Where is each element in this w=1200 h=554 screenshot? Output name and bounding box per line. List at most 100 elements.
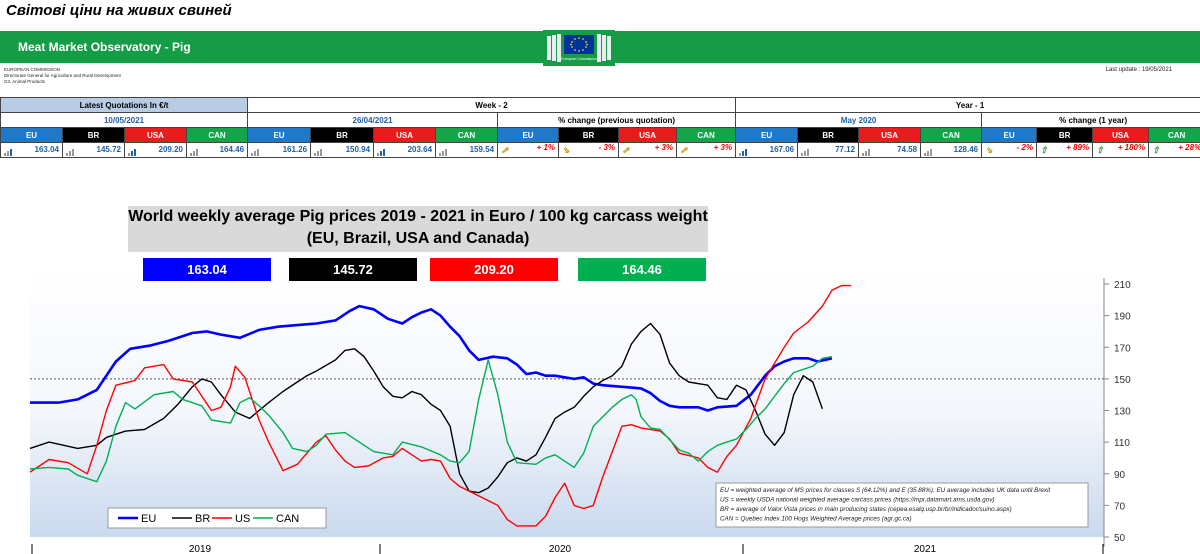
- week2-value-eu: 161.26: [247, 142, 312, 158]
- y-tick-label: 190: [1114, 312, 1131, 323]
- legend-label-eu: EU: [141, 513, 156, 525]
- year1-date: May 2020: [735, 112, 983, 128]
- series-line-br: [29, 322, 824, 494]
- country-can: CAN: [185, 127, 249, 143]
- country-eu: EU: [981, 127, 1038, 143]
- arrow-down-right-icon: ⇘: [562, 145, 570, 155]
- european-commission-logo: European Commission: [543, 30, 615, 66]
- footnote-line: BR = average of Valor Vista prices in ma…: [720, 506, 1012, 513]
- x-year-label: 2019: [189, 544, 212, 554]
- country-br: BR: [62, 127, 125, 143]
- country-can: CAN: [435, 127, 499, 143]
- series-line-can: [29, 356, 833, 483]
- latest-value-usa: 209.20: [124, 142, 187, 158]
- pct-year-usa: ⇧ + 180%: [1092, 142, 1150, 158]
- country-br: BR: [797, 127, 860, 143]
- week2-value-br: 150.94: [310, 142, 375, 158]
- country-eu: EU: [735, 127, 799, 143]
- latest-header: Latest Quotations In €/t: [0, 97, 249, 113]
- y-tick-label: 50: [1114, 533, 1126, 544]
- week2-value-usa: 203.64: [373, 142, 437, 158]
- x-year-label: 2020: [549, 544, 572, 554]
- week2-value-can: 159.54: [435, 142, 499, 158]
- latest-usa-box: 209.20: [430, 258, 558, 281]
- page-heading: Світові ціни на живих свиней: [6, 2, 232, 19]
- country-usa: USA: [373, 127, 437, 143]
- latest-value-eu: 163.04: [0, 142, 63, 158]
- y-tick-label: 210: [1114, 280, 1131, 291]
- year1-header: Year - 1: [735, 97, 1200, 113]
- y-tick-label: 70: [1114, 501, 1126, 512]
- bar-mini-icon: [251, 148, 260, 156]
- bar-mini-icon: [924, 148, 933, 156]
- latest-eu-box: 163.04: [143, 258, 271, 281]
- y-axis: 50 70 90 110 130 150 170 190 210: [1103, 278, 1131, 547]
- footnote-line: CAN = Quebec Index 100 Hogs Weighted Ave…: [720, 516, 912, 523]
- pct-year-can: ⇧ + 28%: [1148, 142, 1200, 158]
- bar-mini-icon: [66, 148, 74, 156]
- footnote-line: US = weekly USDA national weighted avera…: [720, 497, 994, 504]
- country-usa: USA: [858, 127, 922, 143]
- chart-legend: EU BR US CAN: [107, 507, 327, 529]
- arrow-up-icon: ⇧: [1040, 145, 1048, 155]
- pct-year-eu: ⇘ - 2%: [981, 142, 1038, 158]
- country-br: BR: [310, 127, 375, 143]
- pct-prev-header: % change (previous quotation): [497, 112, 737, 128]
- bar-mini-icon: [314, 148, 323, 156]
- series-line-eu: [30, 304, 833, 412]
- year1-value-usa: 74.58: [858, 142, 922, 158]
- latest-br-box: 145.72: [289, 258, 417, 281]
- arrow-up-right-icon: ⇗: [680, 145, 688, 155]
- arrow-down-right-icon: ⇘: [985, 145, 993, 155]
- series-lines: [29, 284, 851, 527]
- arrow-up-right-icon: ⇗: [501, 145, 509, 155]
- latest-value-can: 164.46: [185, 142, 249, 158]
- year1-value-can: 128.46: [920, 142, 983, 158]
- pct-year-br: ⇧ + 89%: [1036, 142, 1094, 158]
- country-usa: USA: [124, 127, 187, 143]
- arrow-up-right-icon: ⇗: [622, 145, 630, 155]
- country-can: CAN: [920, 127, 983, 143]
- bar-mini-icon: [801, 148, 810, 156]
- footnotes-box: EU = weighted average of MS prices for c…: [715, 482, 1089, 528]
- bar-mini-icon: [862, 148, 871, 156]
- latest-can-box: 164.46: [578, 258, 706, 281]
- country-eu: EU: [497, 127, 560, 143]
- footnote-line: EU = weighted average of MS prices for c…: [720, 487, 1050, 494]
- y-tick-label: 130: [1114, 407, 1131, 418]
- country-can: CAN: [1148, 127, 1200, 143]
- week2-date: 26/04/2021: [247, 112, 499, 128]
- bar-mini-icon: [4, 148, 12, 156]
- country-eu: EU: [247, 127, 312, 143]
- country-br: BR: [558, 127, 620, 143]
- country-usa: USA: [618, 127, 678, 143]
- legend-label-can: CAN: [276, 513, 299, 525]
- legend-label-br: BR: [195, 513, 210, 525]
- series-line-us: [29, 284, 851, 527]
- pct-prev-br: ⇘ - 3%: [558, 142, 620, 158]
- latest-value-br: 145.72: [62, 142, 125, 158]
- y-tick-label: 110: [1114, 438, 1130, 449]
- y-tick-label: 150: [1114, 375, 1131, 386]
- y-tick-label: 170: [1114, 343, 1131, 354]
- country-br: BR: [1036, 127, 1094, 143]
- bar-mini-icon: [377, 148, 386, 156]
- banner-title: Meat Market Observatory - Pig: [18, 40, 191, 54]
- y-tick-label: 90: [1114, 470, 1126, 481]
- price-chart: 50 70 90 110 130 150 170 190 210 2019 2020 2021 EU…: [29, 269, 1131, 554]
- pct-prev-can: ⇗ + 3%: [676, 142, 737, 158]
- x-axis: 2019 2020 2021: [31, 544, 1104, 554]
- country-usa: USA: [1092, 127, 1150, 143]
- pct-prev-eu: ⇗ + 1%: [497, 142, 560, 158]
- bar-mini-icon: [190, 148, 198, 156]
- chart-title: World weekly average Pig prices 2019 - 2…: [128, 206, 708, 252]
- quotations-table: Latest Quotations In €/t Week - 2 Year -…: [0, 97, 1200, 158]
- last-update: Last update : 19/05/2021: [1105, 67, 1172, 73]
- week2-header: Week - 2: [247, 97, 737, 113]
- country-eu: EU: [0, 127, 63, 143]
- bar-mini-icon: [739, 148, 748, 156]
- bar-mini-icon: [128, 148, 136, 156]
- ec-meta: EUROPEAN COMMISSION Directorate General …: [4, 67, 121, 84]
- country-can: CAN: [676, 127, 737, 143]
- svg-text:European Commission: European Commission: [561, 57, 596, 61]
